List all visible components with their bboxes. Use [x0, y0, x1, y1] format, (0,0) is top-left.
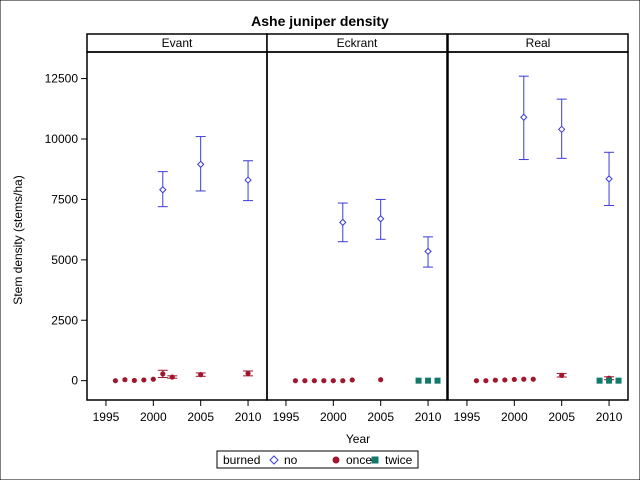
data-point [339, 218, 347, 227]
data-point [292, 378, 299, 384]
data-point [150, 376, 156, 382]
data-point [245, 370, 251, 377]
panel-plot-area [447, 51, 629, 401]
data-point [131, 377, 137, 384]
y-tick-label: 12500 [45, 72, 79, 86]
data-point [112, 378, 119, 384]
data-point [378, 377, 384, 383]
data-point [425, 377, 432, 384]
y-tick-label: 5000 [51, 253, 78, 267]
data-point [424, 247, 432, 256]
data-point [122, 377, 128, 383]
data-point [559, 372, 565, 378]
panel-real: Real 1995 2000 2005 2010 [447, 33, 629, 424]
panel-plot-area [266, 51, 448, 401]
legend: burned no once twice [216, 450, 419, 469]
data-point [434, 377, 441, 384]
data-point [605, 175, 613, 183]
x-tick-label: 2000 [320, 410, 347, 424]
y-tick-label: 2500 [51, 313, 78, 327]
data-point [198, 372, 204, 378]
y-tick-label: 7500 [51, 192, 78, 206]
data-point [557, 125, 566, 134]
data-point [520, 113, 528, 121]
panels-group: Evant 1995 2000 2005 2010 Eckrant 1995 2000 2005… [86, 33, 629, 424]
data-point [606, 377, 613, 384]
x-tick-label: 2010 [415, 410, 442, 424]
legend-label-twice: twice [385, 453, 413, 467]
data-point [530, 376, 536, 382]
data-point [596, 377, 603, 384]
series-once [473, 372, 615, 384]
x-tick-label: 2005 [548, 410, 575, 424]
x-tick-label: 1995 [454, 410, 481, 424]
data-point [321, 378, 327, 384]
y-axis-label: Stem density (stems/ha) [11, 175, 25, 304]
legend-marker-once [332, 456, 340, 464]
data-point [196, 160, 205, 169]
y-tick-label: 10000 [45, 132, 79, 146]
data-point [244, 176, 252, 184]
legend-marker-twice [371, 456, 379, 464]
data-point [141, 377, 147, 383]
x-tick-label: 2010 [235, 410, 262, 424]
legend-label-once: once [346, 453, 372, 467]
panel-label: Real [526, 36, 551, 50]
data-point [340, 378, 346, 384]
x-axis-label: Year [346, 432, 370, 446]
series-no [337, 198, 434, 268]
x-tick-label: 1995 [93, 410, 120, 424]
series-no [518, 75, 615, 206]
y-tick-label: 0 [71, 374, 78, 388]
data-point [415, 377, 422, 384]
y-axis: 0 2500 5000 7500 10000 12500 [45, 72, 87, 388]
data-point [159, 186, 167, 194]
legend-box [216, 450, 419, 469]
legend-marker-no [269, 455, 279, 465]
x-tick-label: 2000 [140, 410, 167, 424]
data-point [502, 377, 508, 383]
x-tick-label: 1995 [273, 410, 300, 424]
legend-label-no: no [284, 453, 298, 467]
panel-label: Eckrant [337, 36, 378, 50]
series-once [112, 369, 254, 384]
data-point [376, 215, 385, 223]
data-point [615, 377, 622, 384]
series-no [157, 136, 254, 208]
data-point [302, 378, 308, 384]
data-point [311, 378, 317, 384]
panel-eckrant: Eckrant 1995 2000 2005 2010 [266, 33, 448, 424]
x-tick-label: 2005 [187, 410, 214, 424]
data-point [169, 374, 175, 380]
x-tick-label: 2010 [596, 410, 623, 424]
series-twice [596, 377, 622, 384]
data-point [521, 376, 527, 382]
series-twice [415, 377, 441, 384]
data-point [330, 378, 336, 384]
chart-title: Ashe juniper density [251, 13, 389, 29]
legend-title: burned [223, 453, 260, 467]
data-point [483, 378, 489, 384]
data-point [160, 371, 166, 377]
panel-label: Evant [162, 36, 193, 50]
x-tick-label: 2005 [367, 410, 394, 424]
x-tick-label: 2000 [501, 410, 528, 424]
data-point [473, 378, 480, 384]
data-point [492, 377, 498, 383]
data-point [511, 376, 517, 383]
data-point [349, 377, 355, 383]
